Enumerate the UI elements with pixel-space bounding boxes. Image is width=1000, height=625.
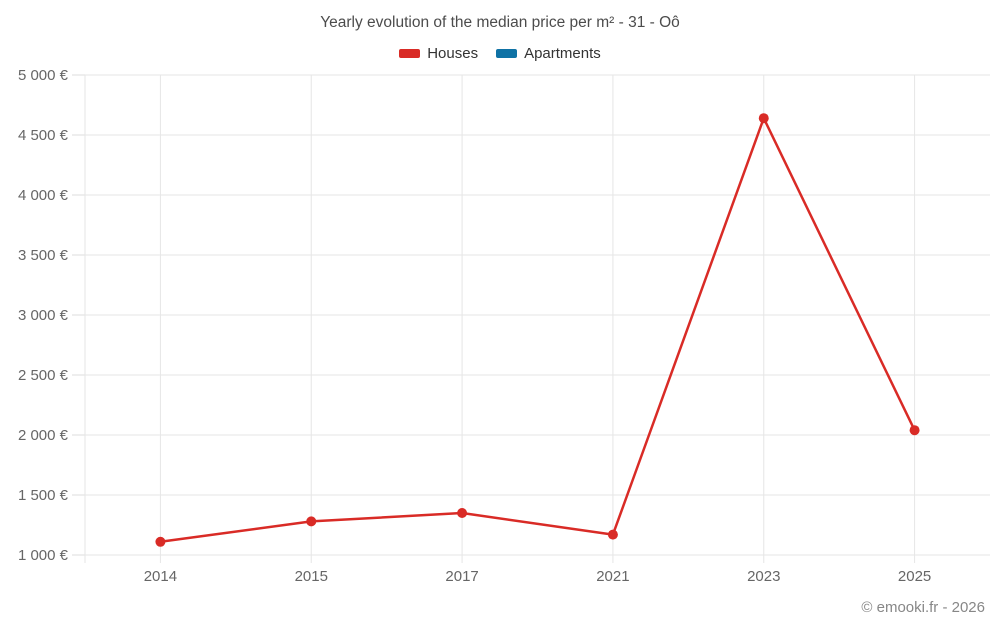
data-point-houses-2023 [758,113,769,124]
x-axis-label: 2017 [445,568,478,585]
y-axis-label: 1 000 € [18,547,69,564]
chart-title: Yearly evolution of the median price per… [320,14,680,31]
x-axis-label: 2015 [295,568,328,585]
data-point-houses-2017 [457,508,468,518]
chart-legend: Houses Apartments [0,45,1000,62]
data-point-houses-2025 [909,425,920,436]
y-axis-label: 5 000 € [18,67,69,84]
x-axis-label: 2021 [596,568,629,585]
legend-item-houses[interactable]: Houses [399,45,478,62]
data-point-houses-2015 [306,516,317,527]
copyright-footer: © emooki.fr - 2026 [861,599,985,616]
legend-item-apartments[interactable]: Apartments [496,45,601,62]
data-point-houses-2021 [607,529,618,540]
x-axis-label: 2023 [747,568,780,585]
data-point-houses-2014 [155,536,166,547]
y-axis-label: 4 500 € [18,127,69,144]
x-axis-label: 2025 [898,568,931,585]
x-axis-label: 2014 [144,568,177,585]
legend-swatch-apartments [496,49,518,58]
y-axis-label: 1 500 € [18,487,69,504]
legend-label: Apartments [524,45,601,62]
y-axis-label: 2 500 € [18,367,69,384]
series-line-houses [159,116,916,544]
legend-swatch-houses [399,49,421,58]
y-axis-label: 3 000 € [18,307,69,324]
y-axis-label: 3 500 € [18,247,69,264]
legend-label: Houses [427,45,479,62]
y-axis-label: 4 000 € [18,187,69,204]
y-axis-label: 2 000 € [18,427,69,444]
